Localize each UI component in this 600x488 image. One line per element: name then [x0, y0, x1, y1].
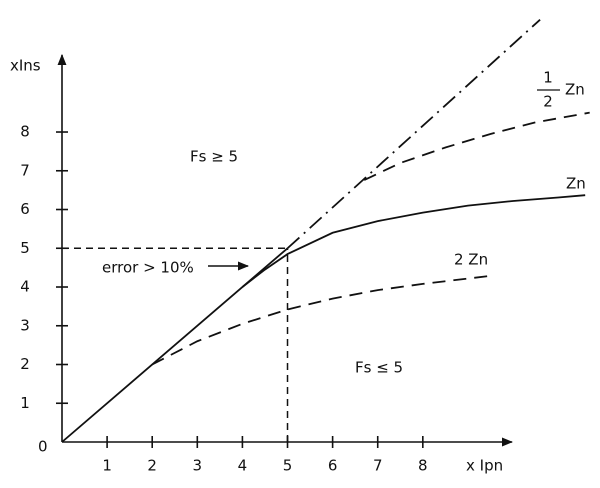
annotation: Fs ≥ 5	[190, 148, 238, 166]
annotation: error > 10%	[102, 259, 194, 277]
series-label: 2 Zn	[454, 251, 488, 269]
y-tick-label: 8	[20, 123, 30, 141]
series-line	[363, 111, 590, 181]
x-tick-label: 8	[418, 457, 428, 475]
fraction-denominator: 2	[543, 93, 553, 111]
series-line	[241, 194, 586, 288]
x-tick-label: 7	[373, 457, 383, 475]
x-tick-label: 4	[238, 457, 248, 475]
series-label: Zn	[565, 81, 585, 99]
series-line	[286, 18, 541, 249]
annotation: Fs ≤ 5	[355, 359, 403, 377]
y-tick-label: 1	[20, 394, 30, 412]
y-tick-label: 2	[20, 355, 30, 373]
y-tick-label: 4	[20, 278, 30, 296]
y-tick-label: 3	[20, 316, 30, 334]
series-label: Zn	[566, 175, 586, 193]
y-axis-label: xIns	[10, 57, 41, 75]
x-tick-label: 5	[283, 457, 293, 475]
y-tick-label: 7	[20, 161, 30, 179]
y-tick-label: 5	[20, 239, 30, 257]
x-axis-label: x Ipn	[466, 457, 503, 475]
x-tick-label: 1	[102, 457, 112, 475]
origin-label: 0	[38, 438, 48, 456]
x-tick-label: 3	[193, 457, 203, 475]
fraction-numerator: 1	[543, 69, 553, 87]
y-tick-label: 6	[20, 200, 30, 218]
x-tick-label: 2	[147, 457, 157, 475]
x-tick-label: 6	[328, 457, 338, 475]
series-line	[151, 275, 489, 366]
